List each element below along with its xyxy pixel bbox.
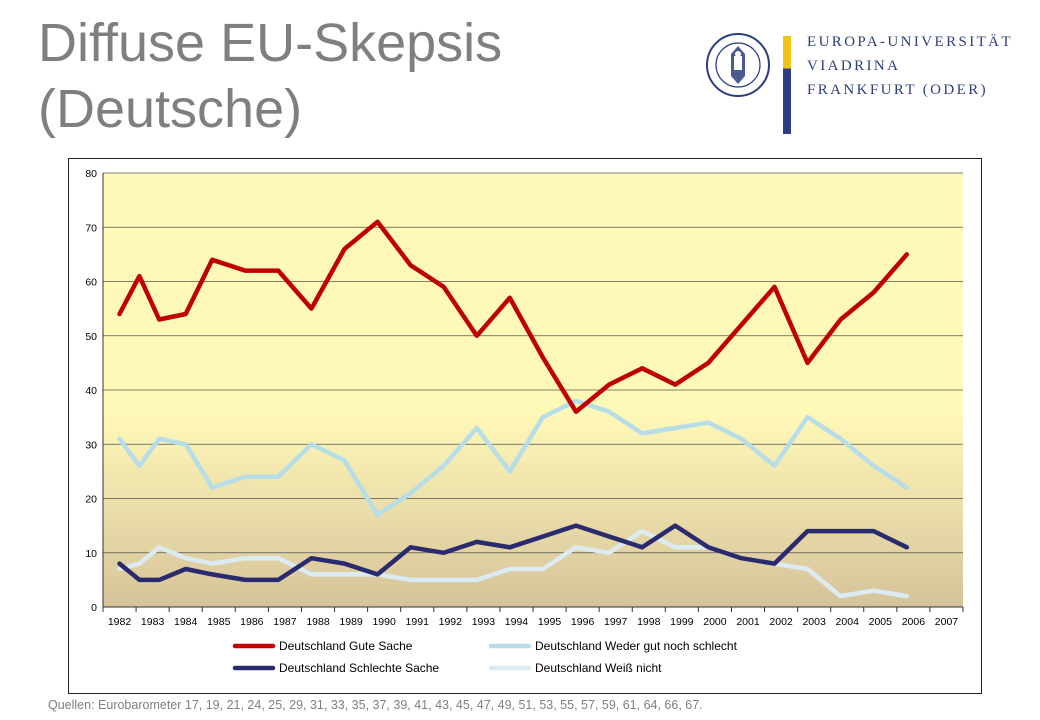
x-tick-label: 1989 <box>339 616 363 628</box>
x-tick-label: 1999 <box>670 616 694 628</box>
x-tick-label: 1987 <box>273 616 297 628</box>
y-tick-label: 60 <box>85 277 97 289</box>
x-tick-label: 1995 <box>538 616 562 628</box>
logo-text-line-3: FRANKFURT (ODER) <box>807 82 988 98</box>
x-tick-label: 2004 <box>836 616 860 628</box>
x-tick-label: 1998 <box>637 616 661 628</box>
x-tick-label: 1993 <box>472 616 496 628</box>
x-tick-label: 2003 <box>802 616 826 628</box>
x-tick-label: 1984 <box>174 616 198 628</box>
logo-text-line-2: VIADRINA <box>807 58 901 74</box>
x-tick-label: 2006 <box>902 616 926 628</box>
y-tick-label: 80 <box>85 168 97 180</box>
x-tick-label: 1986 <box>240 616 264 628</box>
x-tick-label: 2007 <box>935 616 959 628</box>
x-tick-label: 2002 <box>769 616 793 628</box>
line-chart: 0 10 20 30 40 50 60 70 80 1982 1983 1984 1985 1986 198… <box>85 168 964 675</box>
x-tick-label: 1985 <box>207 616 231 628</box>
y-tick-label: 70 <box>85 222 97 234</box>
y-tick-label: 0 <box>91 602 97 614</box>
legend-label-weiss: Deutschland Weiß nicht <box>535 661 662 675</box>
slide-title: Diffuse EU-Skepsis (Deutsche) <box>38 10 678 142</box>
x-tick-label: 1982 <box>108 616 132 628</box>
logo-text-line-1: EUROPA-UNIVERSITÄT <box>807 34 1013 50</box>
y-tick-label: 50 <box>85 331 97 343</box>
x-tick-label: 2000 <box>703 616 727 628</box>
x-tick-label: 1991 <box>406 616 430 628</box>
series-line-schlecht <box>117 523 910 583</box>
x-tick-label: 1983 <box>141 616 165 628</box>
source-note: Quellen: Eurobarometer 17, 19, 21, 24, 2… <box>48 698 703 712</box>
x-tick-label: 1997 <box>604 616 628 628</box>
series-line-gut <box>117 219 910 414</box>
x-tick-label: 1990 <box>372 616 396 628</box>
university-logo: EUROPA-UNIVERSITÄT VIADRINA FRANKFURT (O… <box>705 32 1011 136</box>
logo-divider <box>783 36 791 134</box>
x-tick-label: 2005 <box>869 616 893 628</box>
university-seal-icon <box>706 33 770 97</box>
y-tick-label: 20 <box>85 494 97 506</box>
y-tick-label: 40 <box>85 385 97 397</box>
x-tick-label: 1992 <box>439 616 463 628</box>
x-tick-label: 1996 <box>571 616 595 628</box>
series-line-weder <box>117 398 910 518</box>
x-tick-label: 2001 <box>736 616 760 628</box>
y-tick-label: 10 <box>85 548 97 560</box>
chart-container: 0 10 20 30 40 50 60 70 80 1982 1983 1984 1985 1986 198… <box>68 158 982 694</box>
legend-label-schlecht: Deutschland Schlechte Sache <box>279 661 439 675</box>
y-tick-label: 30 <box>85 439 97 451</box>
title-line-1: Diffuse EU-Skepsis <box>38 13 503 73</box>
legend-label-gut: Deutschland Gute Sache <box>279 639 413 653</box>
x-tick-label: 1994 <box>505 616 529 628</box>
x-tick-label: 1988 <box>306 616 330 628</box>
title-line-2: (Deutsche) <box>38 79 303 139</box>
legend-label-weder: Deutschland Weder gut noch schlecht <box>535 639 738 653</box>
